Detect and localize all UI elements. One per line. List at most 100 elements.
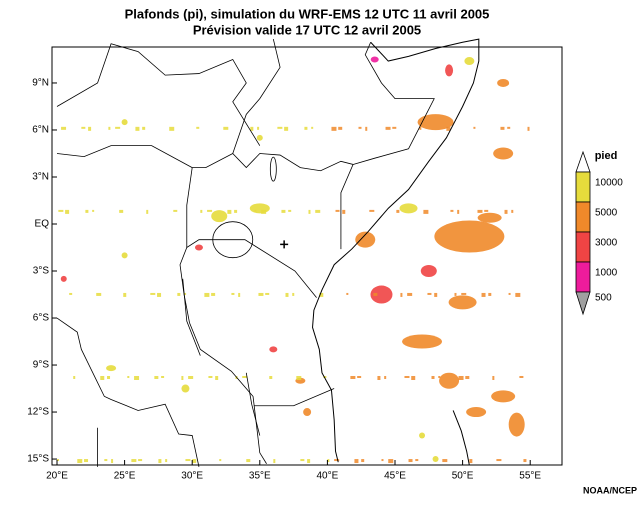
ceiling-speck [500, 126, 505, 130]
ceiling-speck [169, 126, 175, 131]
ceiling-speck [138, 459, 143, 462]
ceiling-speck [181, 375, 184, 380]
ceiling-area [370, 285, 393, 304]
ceiling-speck [207, 209, 213, 212]
lon-tick-label: 40°E [317, 471, 339, 482]
ceiling-speck [457, 209, 460, 214]
ceiling-area [181, 384, 190, 393]
madagascar-coast [452, 410, 470, 466]
ceiling-speck [208, 375, 213, 378]
ceiling-speck [469, 459, 473, 464]
ceiling-speck [381, 459, 384, 462]
ceiling-speck [258, 292, 264, 296]
ceiling-speck [515, 292, 521, 297]
ceiling-speck [246, 459, 251, 463]
ceiling-speck [423, 209, 429, 214]
ceiling-speck [57, 459, 59, 462]
ceiling-speck [369, 209, 375, 212]
ceiling-speck [331, 126, 337, 131]
ceiling-speck [361, 459, 365, 463]
legend-label: 500 [595, 293, 612, 304]
legend-swatch [575, 171, 591, 203]
ceiling-speck [388, 459, 394, 464]
lake-tanganyika [182, 278, 201, 356]
ceiling-speck [115, 126, 121, 129]
ceiling-area [106, 365, 117, 372]
credit: NOAA/NCEP [583, 485, 637, 495]
ceiling-speck [81, 126, 86, 129]
ceiling-speck [104, 459, 108, 462]
ceiling-speck [273, 459, 276, 464]
ceiling-speck [311, 126, 314, 129]
ceiling-speck [292, 292, 295, 296]
border [179, 247, 267, 464]
ceiling-speck [450, 209, 454, 212]
ceiling-speck [300, 459, 305, 462]
ceiling-speck [257, 126, 260, 130]
ceiling-speck [150, 292, 156, 295]
ceiling-area [445, 64, 454, 77]
ceiling-speck [265, 292, 270, 295]
ceiling-area [497, 78, 510, 87]
legend-label: 10000 [595, 178, 623, 189]
ceiling-speck [204, 292, 210, 297]
ceiling-speck [465, 375, 470, 379]
title: Plafonds (pi), simulation du WRF-EMS 12 … [125, 6, 490, 21]
map-frame [51, 46, 563, 466]
ceiling-speck [84, 459, 89, 463]
ceiling-speck [400, 292, 403, 297]
border [56, 43, 261, 146]
ceiling-speck [334, 459, 340, 462]
ceiling-speck [477, 209, 483, 213]
ceiling-speck [135, 126, 140, 131]
ceiling-area [399, 203, 418, 214]
ceiling-speck [335, 209, 340, 212]
ceiling-speck [288, 209, 292, 212]
lat-tick-label: EQ [35, 219, 50, 230]
ceiling-speck [238, 292, 241, 297]
ceiling-speck [134, 375, 140, 380]
lat-tick-label: 9°N [32, 78, 49, 89]
ceiling-area [249, 203, 270, 214]
ceiling-speck [77, 459, 83, 464]
ceiling-speck [365, 126, 368, 131]
ceiling-speck [227, 209, 232, 214]
ceiling-speck [127, 375, 130, 378]
ceiling-speck [442, 459, 448, 463]
lon-tick-label: 50°E [452, 471, 474, 482]
ceiling-speck [508, 292, 511, 295]
lon-tick-label: 20°E [46, 471, 68, 482]
border [186, 153, 317, 298]
ceiling-speck [73, 375, 76, 379]
ceiling-speck [234, 209, 238, 213]
ceiling-speck [308, 209, 311, 214]
ceiling-area [211, 210, 228, 223]
ceiling-speck [404, 375, 410, 378]
ceiling-speck [254, 209, 257, 212]
ceiling-speck [373, 292, 378, 296]
ceiling-speck [85, 209, 89, 213]
ceiling-speck [61, 126, 67, 130]
ceiling-speck [511, 209, 514, 213]
ceiling-speck [296, 375, 302, 380]
ceiling-speck [107, 375, 111, 379]
ceiling-speck [434, 292, 438, 297]
ceiling-speck [88, 126, 92, 131]
ceiling-speck [96, 292, 102, 296]
ceiling-area [434, 220, 505, 253]
ceiling-speck [481, 292, 486, 297]
ceiling-speck [427, 292, 432, 295]
ceiling-speck [407, 292, 413, 296]
ceiling-speck [142, 126, 146, 130]
ceiling-area [355, 231, 376, 248]
legend-label: 1000 [595, 268, 618, 279]
ceiling-speck [488, 292, 492, 296]
legend-arrow-top [575, 150, 591, 173]
ceiling-area [420, 265, 437, 278]
ceiling-speck [250, 126, 254, 131]
ceiling-area [402, 334, 443, 349]
ceiling-speck [484, 209, 489, 212]
ceiling-area [493, 147, 514, 160]
ceiling-area [419, 432, 426, 439]
